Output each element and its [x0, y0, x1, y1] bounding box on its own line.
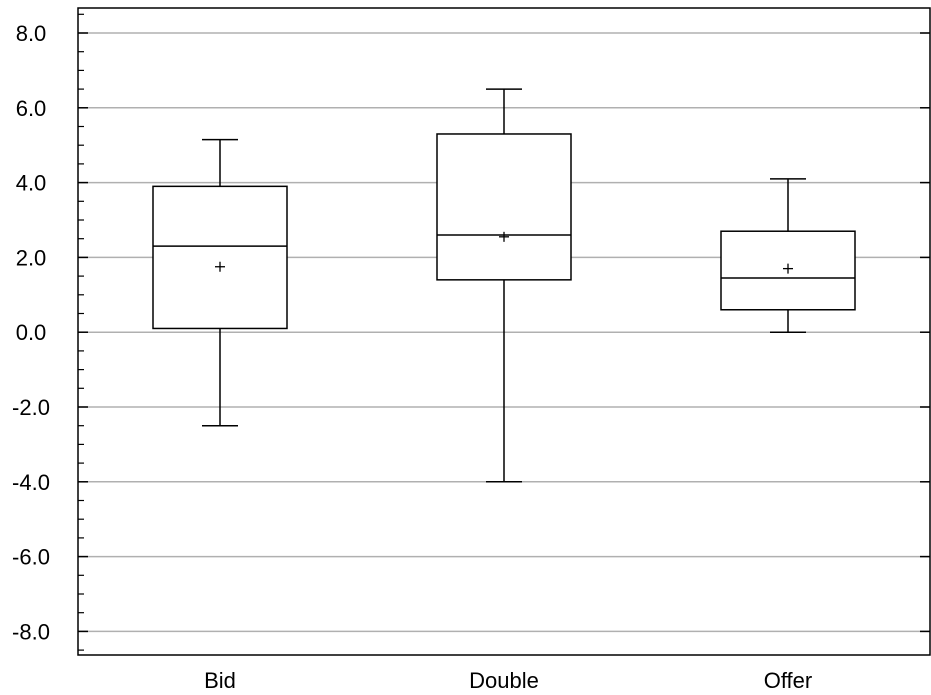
y-tick-label: -8.0	[12, 619, 50, 644]
box-double	[436, 88, 572, 483]
box-offer	[720, 178, 856, 333]
plot-frame	[77, 7, 931, 656]
y-tick-label: 4.0	[16, 171, 47, 196]
y-tick-label: -6.0	[12, 545, 50, 570]
x-axis-labels: Bid Double Offer	[204, 668, 812, 693]
x-category-label: Offer	[764, 668, 813, 693]
y-tick-label: 2.0	[16, 245, 47, 270]
x-category-label: Double	[469, 668, 539, 693]
y-tick-label: 8.0	[16, 21, 47, 46]
box-bid	[152, 138, 288, 427]
y-tick-label: 0.0	[16, 320, 47, 345]
iqr-box	[436, 133, 572, 281]
y-axis: 8.0 6.0 4.0 2.0 0.0 -2.0 -4.0 -6.0 -8.0	[12, 13, 930, 651]
y-tick-label: 6.0	[16, 96, 47, 121]
iqr-box	[152, 185, 288, 330]
y-tick-label: -4.0	[12, 470, 50, 495]
box-plot-series	[152, 88, 856, 483]
x-category-label: Bid	[204, 668, 236, 693]
y-tick-label: -2.0	[12, 395, 50, 420]
